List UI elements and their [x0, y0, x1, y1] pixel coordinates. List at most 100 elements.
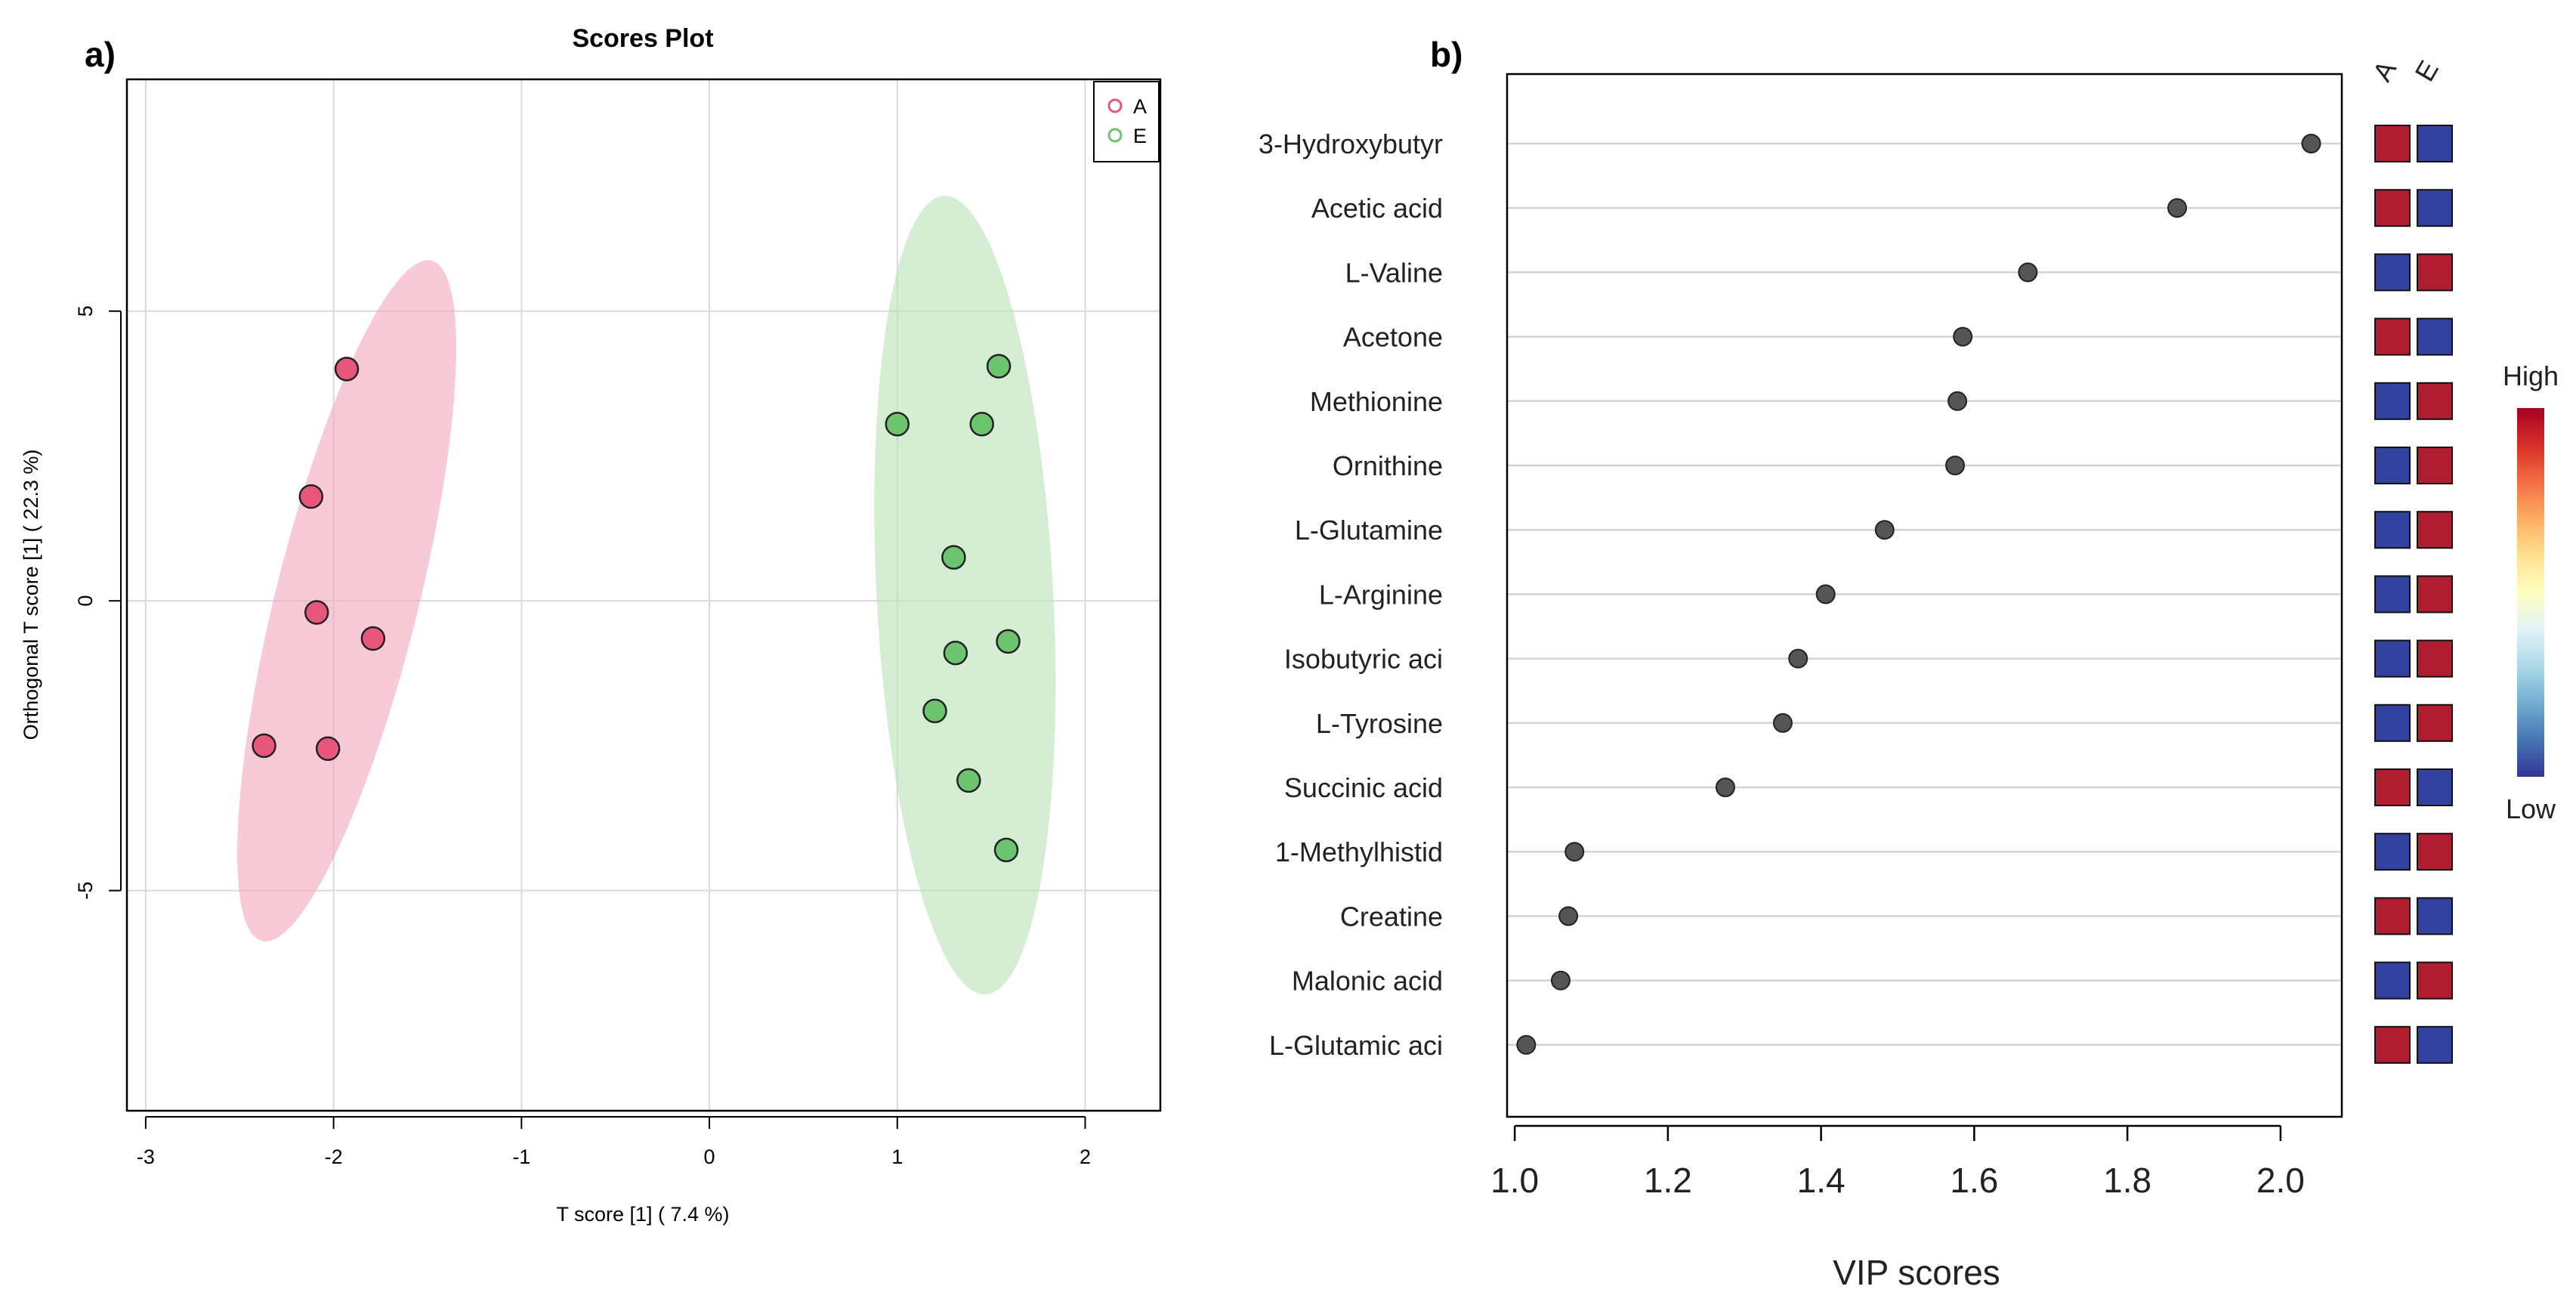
feature-labels: 3-Hydroxybutyr Acetic acid L-Valine Acetone…	[1259, 128, 1443, 1061]
heatmap-cell	[2417, 961, 2453, 1000]
feature-label: 1-Methylhistid	[1275, 836, 1443, 867]
score-point-e	[986, 354, 1012, 379]
score-point-e	[969, 412, 994, 437]
heatmap-cell	[2417, 768, 2453, 806]
score-point-e	[956, 768, 981, 793]
heatmap-cell	[2417, 833, 2453, 871]
legend-marker-e	[1107, 128, 1123, 143]
heatmap-cell	[2374, 382, 2411, 420]
vip-point	[1558, 906, 1579, 926]
legend-box	[1093, 81, 1160, 162]
vip-point	[1874, 520, 1895, 540]
x-tick-label: 2.0	[2256, 1161, 2305, 1200]
vip-points	[1516, 134, 2321, 1055]
heatmap-cell	[2374, 575, 2411, 614]
x-tick-label: 1.0	[1490, 1161, 1539, 1200]
vip-point	[2167, 198, 2188, 218]
heatmap-cell	[2417, 189, 2453, 227]
vip-point	[1550, 970, 1571, 991]
legend-label-e: E	[1133, 125, 1147, 147]
vip-scores-panel: b) 3-Hydroxybutyr Acetic acid L-Valine Acet…	[1259, 35, 2559, 1292]
scores-plot-x-label: T score [1] ( 7.4 %)	[556, 1203, 729, 1226]
y-tick-label: 0	[74, 595, 97, 607]
confidence-ellipses	[237, 196, 1056, 994]
scores-plot-frame	[125, 78, 1162, 1112]
feature-label: Acetic acid	[1311, 193, 1443, 224]
feature-label: L-Tyrosine	[1316, 708, 1443, 739]
confidence-ellipse-e	[874, 196, 1056, 994]
panel-b-label: b)	[1430, 35, 1463, 74]
vip-point	[1815, 584, 1836, 604]
score-points	[252, 354, 1021, 863]
x-tick-label: 1.8	[2103, 1161, 2151, 1200]
x-tick-label: 1.2	[1644, 1161, 1692, 1200]
feature-label: Succinic acid	[1284, 772, 1443, 803]
y-tick-label: 5	[74, 305, 97, 317]
heatmap-cell	[2417, 253, 2453, 292]
feature-label: Ornithine	[1333, 450, 1443, 481]
x-tick-label: -3	[137, 1146, 155, 1168]
vip-plot-frame	[1506, 73, 2343, 1118]
scores-plot-x-axis: -3 -2 -1 0 1 2	[137, 1116, 1091, 1168]
scores-plot-y-axis: -5 0 5	[74, 305, 122, 900]
scores-plot-y-label: Orthogonal T score [1] ( 22.3 %)	[20, 450, 42, 741]
heatmap-cell	[2374, 253, 2411, 292]
vip-point	[1715, 778, 1735, 797]
heatmap-cell	[2417, 447, 2453, 484]
x-tick-label: -2	[325, 1146, 343, 1168]
x-tick-label: 2	[1080, 1146, 1091, 1168]
legend-marker-a	[1107, 98, 1123, 113]
x-tick-label: 0	[704, 1146, 715, 1168]
color-key: High Low	[2503, 360, 2559, 824]
vip-point	[2301, 134, 2321, 153]
heatmap-cell	[2374, 511, 2411, 549]
heatmap-column-label: E	[2408, 55, 2445, 86]
score-point-a	[298, 484, 324, 509]
vip-point	[2018, 262, 2038, 283]
vip-guide-lines	[1507, 142, 2342, 1047]
colorbar-gradient	[2517, 408, 2544, 777]
heatmap-cell	[2374, 961, 2411, 1000]
colorbar-low-label: Low	[2506, 793, 2556, 824]
heatmap-cell	[2374, 703, 2411, 742]
vip-x-axis: 1.0 1.2 1.4 1.6 1.8 2.0	[1490, 1124, 2305, 1200]
scores-plot-legend: A E	[1093, 81, 1160, 162]
score-point-e	[885, 412, 910, 437]
heatmap-cell	[2417, 1025, 2453, 1064]
heatmap-cell	[2374, 897, 2411, 935]
scores-plot-panel: a) Scores Plot -3 -2 -1 0 1 2 -5 0 5 T score [1…	[20, 24, 1162, 1226]
heatmap-cell	[2374, 833, 2411, 871]
vip-x-label: VIP scores	[1833, 1253, 2000, 1292]
score-point-a	[304, 600, 329, 625]
x-tick-label: 1.6	[1950, 1161, 1998, 1200]
heatmap-cell	[2374, 447, 2411, 484]
heatmap-cell	[2417, 575, 2453, 614]
vip-point	[1947, 391, 1968, 411]
vip-point	[1564, 842, 1585, 862]
y-tick-label: -5	[74, 882, 97, 900]
score-point-e	[943, 640, 968, 666]
heatmap-cell	[2374, 1025, 2411, 1064]
heatmap-cell	[2417, 125, 2453, 162]
feature-label: Isobutyric aci	[1284, 644, 1443, 675]
heatmap-cell	[2417, 382, 2453, 420]
score-point-a	[252, 733, 276, 759]
score-point-a	[315, 736, 341, 761]
score-point-a	[360, 626, 386, 651]
vip-point	[1516, 1034, 1537, 1055]
vip-point	[1953, 326, 1973, 347]
panel-a-label: a)	[85, 35, 116, 74]
x-tick-label: -1	[512, 1146, 530, 1168]
heatmap-cell	[2374, 768, 2411, 806]
x-tick-label: 1	[891, 1146, 903, 1168]
vip-point	[1945, 456, 1966, 475]
confidence-ellipse-a	[237, 260, 456, 942]
heatmap-cell	[2417, 639, 2453, 678]
feature-label: L-Valine	[1345, 257, 1443, 288]
heatmap-cell	[2417, 317, 2453, 356]
feature-label: 3-Hydroxybutyr	[1259, 128, 1443, 159]
heatmap-column-label: A	[2366, 55, 2402, 86]
vip-point	[1788, 648, 1808, 669]
